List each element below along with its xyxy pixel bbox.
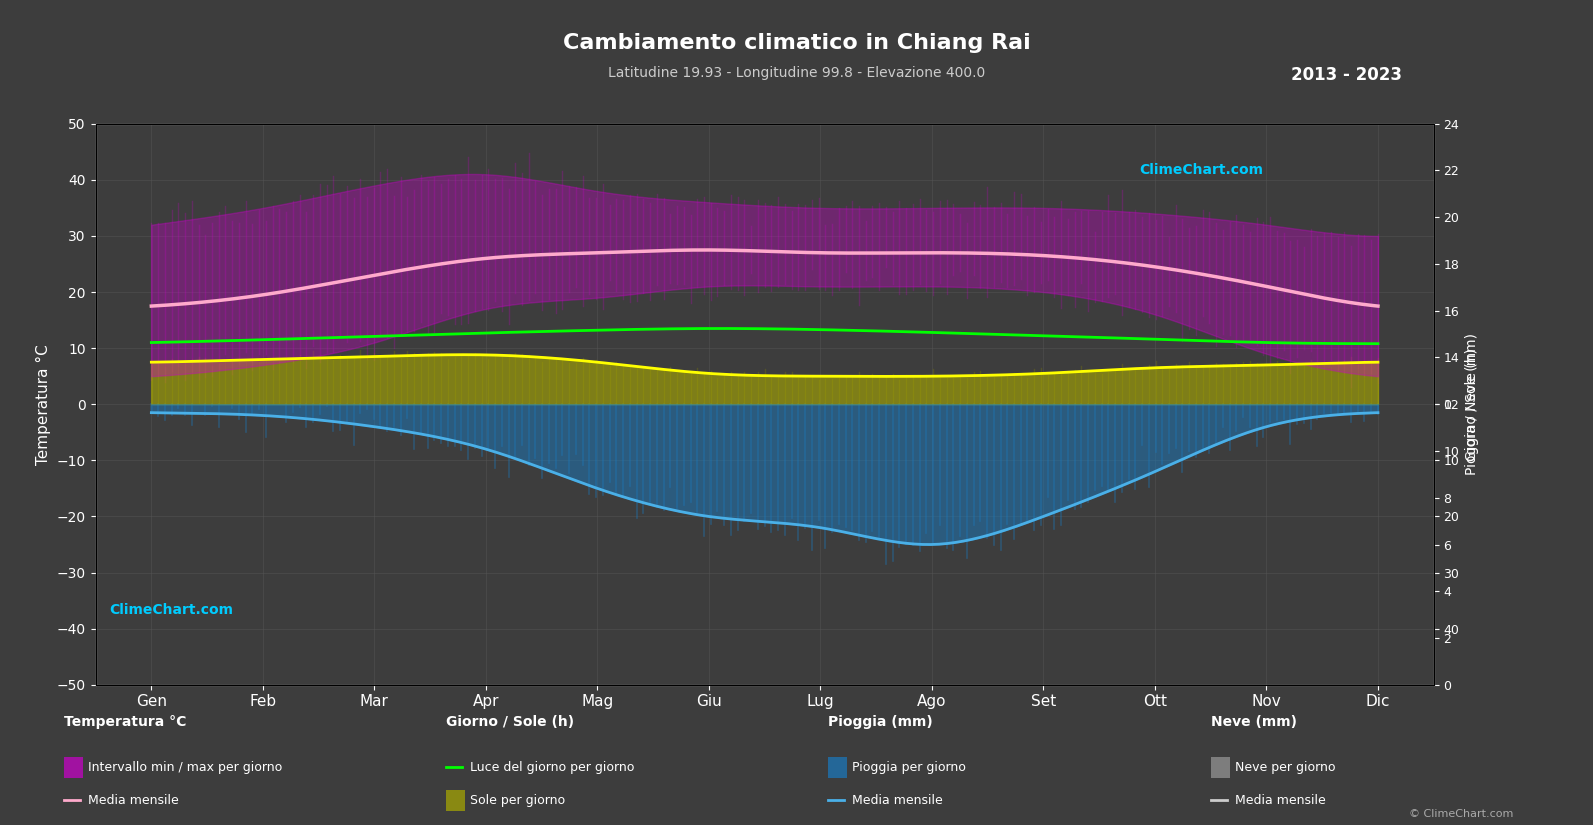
Text: © ClimeChart.com: © ClimeChart.com: [1408, 808, 1513, 818]
Text: Media mensile: Media mensile: [852, 794, 943, 807]
Text: Sole per giorno: Sole per giorno: [470, 794, 566, 807]
Text: Neve (mm): Neve (mm): [1211, 715, 1297, 729]
Text: Pioggia per giorno: Pioggia per giorno: [852, 761, 965, 774]
Text: Intervallo min / max per giorno: Intervallo min / max per giorno: [88, 761, 282, 774]
Text: Media mensile: Media mensile: [1235, 794, 1325, 807]
Text: Media mensile: Media mensile: [88, 794, 178, 807]
Text: Giorno / Sole (h): Giorno / Sole (h): [446, 715, 573, 729]
Text: Neve per giorno: Neve per giorno: [1235, 761, 1335, 774]
Text: Pioggia (mm): Pioggia (mm): [828, 715, 933, 729]
Text: 2013 - 2023: 2013 - 2023: [1290, 66, 1402, 84]
Text: Latitudine 19.93 - Longitudine 99.8 - Elevazione 400.0: Latitudine 19.93 - Longitudine 99.8 - El…: [609, 66, 984, 80]
Text: ClimeChart.com: ClimeChart.com: [108, 603, 233, 617]
Text: Cambiamento climatico in Chiang Rai: Cambiamento climatico in Chiang Rai: [562, 33, 1031, 53]
Text: Temperatura °C: Temperatura °C: [64, 715, 186, 729]
Text: ClimeChart.com: ClimeChart.com: [1139, 163, 1263, 177]
Text: Luce del giorno per giorno: Luce del giorno per giorno: [470, 761, 634, 774]
Y-axis label: Pioggia / Neve (mm): Pioggia / Neve (mm): [1466, 333, 1478, 475]
Y-axis label: Temperatura °C: Temperatura °C: [37, 344, 51, 464]
Y-axis label: Giorno / Sole (h): Giorno / Sole (h): [1466, 348, 1478, 460]
